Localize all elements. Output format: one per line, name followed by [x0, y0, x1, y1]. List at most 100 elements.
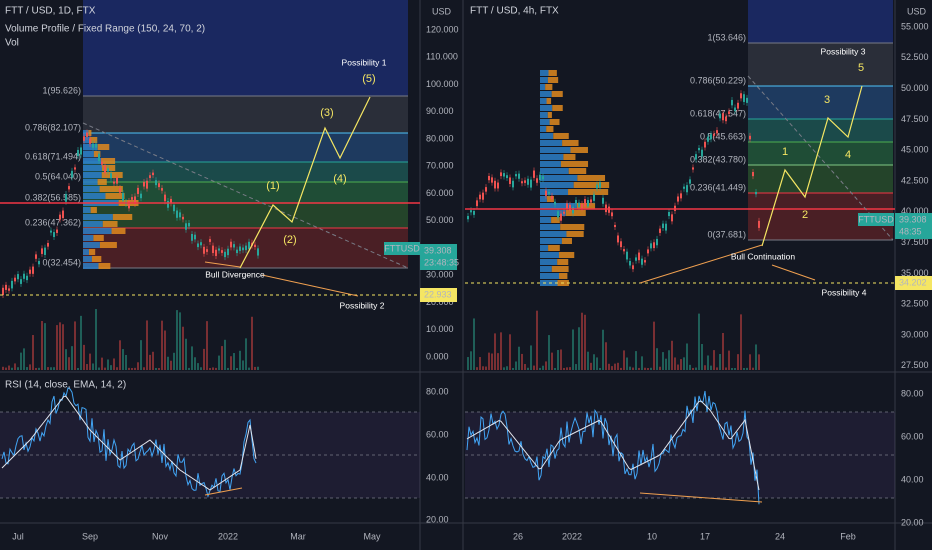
volume-bar [185, 338, 187, 370]
rsi-ma [466, 400, 760, 491]
countdown: 23:48:35 [424, 257, 459, 267]
rsi-band [465, 412, 895, 498]
volume-bar [584, 314, 586, 370]
volume-profile-bar [99, 242, 117, 248]
volume-bar [683, 357, 685, 370]
volume-bar [653, 321, 655, 370]
volume-bar [167, 356, 169, 370]
volume-profile-bar [570, 147, 588, 153]
volume-profile-bar [540, 252, 559, 258]
volume-bar [77, 367, 79, 370]
volume-profile-bar [540, 98, 547, 104]
volume-bar [59, 322, 61, 370]
volume-bar [665, 358, 667, 370]
price-tick-label: 110.000 [426, 52, 458, 62]
price-tick-label: 35.000 [901, 268, 929, 278]
volume-bar [503, 367, 505, 370]
symbol-tag-text: FTTUSD [384, 243, 420, 253]
volume-bar [590, 362, 592, 370]
fib-label: 0.236(47.362) [25, 217, 81, 227]
volume-bar [710, 365, 712, 370]
volume-bar [677, 364, 679, 370]
volume-profile-bar [83, 214, 113, 220]
volume-profile-bar [547, 112, 552, 118]
volume-profile-bar [546, 98, 552, 104]
volume-bar [539, 367, 541, 370]
volume-bar [749, 354, 751, 370]
volume-profile-bar [88, 130, 92, 136]
volume-profile-bar [568, 168, 587, 174]
volume-profile-bar [540, 210, 566, 216]
volume-bar [131, 367, 133, 370]
volume-profile-bar [83, 207, 91, 213]
volume-bar [635, 351, 637, 370]
volume-bar [680, 359, 682, 370]
volume-bar [755, 344, 757, 370]
rsi-line [466, 390, 760, 505]
volume-profile-bar [93, 151, 101, 157]
volume-profile-bar [553, 133, 569, 139]
volume-bar [188, 367, 190, 370]
volume-bar [161, 320, 163, 370]
volume-profile-bar [98, 263, 111, 269]
price-tick-label: 70.000 [426, 161, 454, 171]
annotation: Bull Continuation [731, 251, 796, 261]
volume-bar [74, 321, 76, 370]
price-tick-label: 47.500 [901, 114, 929, 124]
fib-zone [748, 142, 893, 165]
volume-bar [641, 356, 643, 370]
volume-bar [593, 354, 595, 370]
wave-label: (5) [362, 73, 375, 85]
fib-zone [748, 86, 893, 119]
time-label: 24 [775, 531, 785, 541]
volume-bar [656, 348, 658, 370]
volume-bar [734, 367, 736, 370]
volume-profile-bar [540, 84, 546, 90]
volume-bar [560, 349, 562, 370]
volume-profile-bar [540, 168, 569, 174]
volume-bar [671, 340, 673, 370]
volume-bar [101, 357, 103, 370]
volume-profile-bar [83, 228, 112, 234]
annotation: Possibility 3 [821, 46, 866, 56]
volume-bar [740, 314, 742, 370]
volume-bar [719, 353, 721, 370]
fib-zone [83, 96, 408, 133]
volume-profile-bar [83, 137, 90, 143]
volume-bar [71, 346, 73, 370]
volume-bar [518, 346, 520, 370]
price-tick-label: 90.000 [426, 106, 454, 116]
time-label: May [363, 531, 381, 541]
volume-profile-bar [102, 165, 116, 171]
volume-bar [224, 339, 226, 370]
volume-bar [65, 349, 67, 370]
volume-profile-bar [83, 193, 106, 199]
volume-bar [701, 344, 703, 370]
range-box [748, 0, 893, 43]
wave-label: 1 [782, 146, 788, 158]
volume-profile-bar [548, 70, 557, 76]
volume-profile-bar [89, 137, 98, 143]
volume-bar [554, 367, 556, 370]
volume-profile-bar [547, 77, 559, 83]
volume-profile-bar [540, 189, 569, 195]
volume-profile-bar [83, 242, 100, 248]
volume-bar [38, 367, 40, 370]
wave-label: 4 [845, 149, 851, 161]
wave-path [761, 85, 863, 247]
volume-profile-bar [540, 182, 574, 188]
volume-bar [704, 365, 706, 370]
volume-bar [116, 367, 118, 370]
volume-bar [737, 354, 739, 370]
volume-label: Vol [5, 38, 19, 49]
volume-profile-bar [566, 231, 584, 237]
volume-bar [35, 367, 37, 370]
volume-bar [107, 359, 109, 370]
rsi-tick-label: 60.00 [901, 431, 924, 441]
volume-profile-bar [93, 235, 104, 241]
wave-label: (3) [320, 107, 333, 119]
trend-dash [82, 122, 409, 269]
volume-bar [725, 367, 727, 370]
symbol-tag [858, 213, 894, 226]
volume-bar [47, 367, 49, 370]
